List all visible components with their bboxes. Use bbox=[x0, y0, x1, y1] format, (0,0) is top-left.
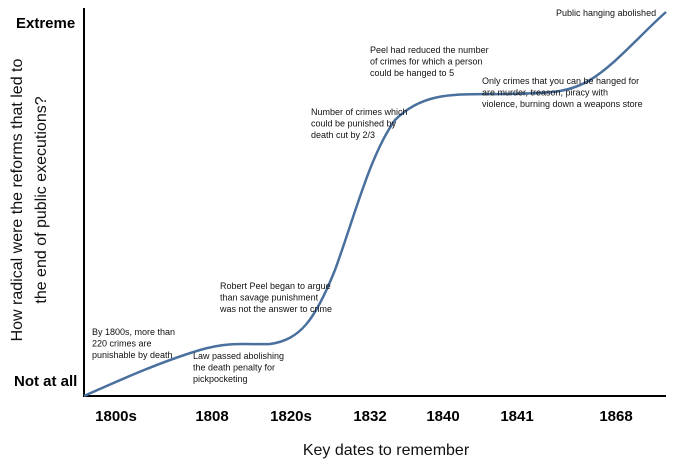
annotation: of crimes for which a person bbox=[370, 57, 483, 67]
y-bottom-label: Not at all bbox=[14, 373, 77, 390]
x-tick-label: 1868 bbox=[599, 408, 632, 425]
y-axis-title: How radical were the reforms that led to bbox=[9, 59, 26, 342]
x-tick-label: 1808 bbox=[195, 408, 228, 425]
x-tick-label: 1800s bbox=[95, 408, 137, 425]
x-tick-label: 1820s bbox=[270, 408, 312, 425]
annotation: Number of crimes which bbox=[311, 107, 408, 117]
x-tick-label: 1841 bbox=[500, 408, 533, 425]
annotation: could be hanged to 5 bbox=[370, 68, 454, 78]
annotation: pickpocketing bbox=[193, 374, 248, 384]
annotation: punishable by death bbox=[92, 350, 173, 360]
annotation: death cut by 2/3 bbox=[311, 130, 375, 140]
x-tick-label: 1840 bbox=[426, 408, 459, 425]
annotation: By 1800s, more than bbox=[92, 327, 175, 337]
y-axis-title: the end of public executions? bbox=[33, 96, 50, 303]
annotation: Peel had reduced the number bbox=[370, 45, 489, 55]
x-axis-title: Key dates to remember bbox=[303, 442, 470, 459]
trend-curve bbox=[83, 11, 667, 398]
annotation: 220 crimes are bbox=[92, 339, 152, 349]
x-tick-label: 1832 bbox=[353, 408, 386, 425]
annotation: violence, burning down a weapons store bbox=[482, 99, 643, 109]
annotation: could be punished by bbox=[311, 119, 397, 129]
annotation: than savage punishment bbox=[220, 293, 319, 303]
annotation: Public hanging abolished bbox=[556, 8, 656, 18]
annotation: Law passed abolishing bbox=[193, 351, 284, 361]
annotation: the death penalty for bbox=[193, 363, 275, 373]
annotation: Robert Peel began to argue bbox=[220, 281, 331, 291]
y-top-label: Extreme bbox=[16, 15, 75, 32]
annotation: are murder, treason, piracy with bbox=[482, 88, 608, 98]
annotation: Only crimes that you can be hanged for bbox=[482, 76, 639, 86]
annotation: was not the answer to crime bbox=[219, 304, 332, 314]
